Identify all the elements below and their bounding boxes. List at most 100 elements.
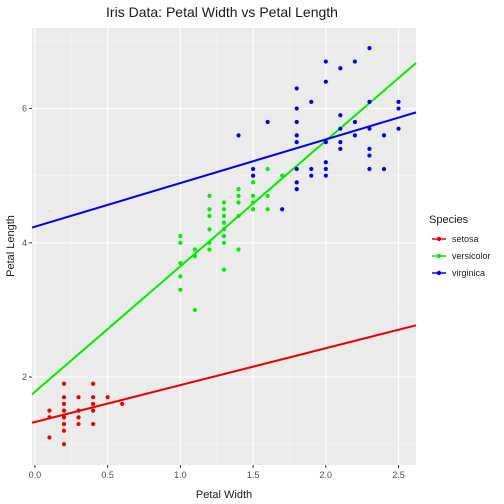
point-virginica bbox=[396, 106, 401, 111]
point-setosa bbox=[47, 415, 52, 420]
point-setosa bbox=[47, 435, 52, 440]
point-virginica bbox=[323, 160, 328, 165]
point-virginica bbox=[367, 166, 372, 172]
point-versicolor bbox=[221, 213, 227, 219]
point-versicolor bbox=[221, 207, 227, 212]
point-versicolor bbox=[265, 166, 270, 172]
y-tick-label: 4 bbox=[22, 238, 27, 248]
point-virginica bbox=[323, 166, 328, 172]
legend-label-setosa: setosa bbox=[452, 234, 479, 244]
point-setosa bbox=[90, 401, 96, 407]
plot-panel bbox=[32, 28, 416, 465]
point-versicolor bbox=[178, 233, 183, 239]
point-setosa bbox=[61, 408, 67, 413]
point-versicolor bbox=[178, 260, 183, 266]
point-versicolor bbox=[207, 240, 212, 245]
point-setosa bbox=[61, 381, 67, 386]
point-virginica bbox=[294, 140, 299, 145]
point-virginica bbox=[338, 66, 343, 71]
point-virginica bbox=[250, 173, 256, 178]
x-tick-label: 1.5 bbox=[247, 470, 260, 480]
point-versicolor bbox=[236, 200, 241, 205]
legend: Species setosa versicolor virginica bbox=[429, 214, 491, 278]
point-versicolor bbox=[192, 254, 198, 259]
point-versicolor bbox=[221, 200, 227, 205]
legend-label-virginica: virginica bbox=[452, 268, 485, 278]
point-versicolor bbox=[236, 193, 241, 198]
point-versicolor bbox=[207, 213, 212, 219]
point-versicolor bbox=[236, 187, 241, 192]
point-setosa bbox=[120, 401, 125, 407]
chart-title: Iris Data: Petal Width vs Petal Length bbox=[106, 4, 338, 20]
point-versicolor bbox=[236, 247, 241, 252]
legend-key-point-setosa bbox=[436, 236, 442, 242]
point-setosa bbox=[76, 415, 81, 420]
point-versicolor bbox=[250, 193, 256, 198]
point-virginica bbox=[294, 187, 299, 192]
point-versicolor bbox=[207, 193, 212, 198]
point-virginica bbox=[396, 126, 401, 131]
point-versicolor bbox=[236, 213, 241, 219]
point-virginica bbox=[323, 140, 328, 145]
point-versicolor bbox=[178, 240, 183, 245]
x-tick-label: 1.0 bbox=[174, 470, 187, 480]
point-versicolor bbox=[250, 200, 256, 205]
point-virginica bbox=[381, 166, 387, 172]
y-tick-label: 2 bbox=[22, 372, 27, 382]
point-virginica bbox=[381, 133, 387, 138]
point-virginica bbox=[294, 119, 299, 125]
point-setosa bbox=[90, 421, 96, 427]
legend-key-point-versicolor bbox=[436, 253, 442, 259]
point-virginica bbox=[396, 99, 401, 104]
point-versicolor bbox=[192, 307, 198, 313]
point-virginica bbox=[309, 173, 314, 178]
point-virginica bbox=[236, 133, 241, 138]
x-axis: 0.0 0.5 1.0 1.5 2.0 2.5 bbox=[29, 465, 405, 480]
point-virginica bbox=[352, 133, 358, 138]
point-virginica bbox=[352, 119, 358, 125]
point-versicolor bbox=[280, 173, 285, 178]
point-virginica bbox=[367, 126, 372, 131]
point-virginica bbox=[294, 133, 299, 138]
point-virginica bbox=[309, 166, 314, 172]
point-virginica bbox=[294, 106, 299, 111]
point-versicolor bbox=[207, 247, 212, 252]
point-versicolor bbox=[265, 193, 270, 198]
x-tick-label: 2.5 bbox=[392, 470, 405, 480]
grid-minor bbox=[32, 28, 416, 465]
point-virginica bbox=[250, 166, 256, 172]
point-setosa bbox=[61, 401, 67, 407]
point-virginica bbox=[367, 46, 372, 51]
point-setosa bbox=[61, 395, 67, 400]
legend-label-versicolor: versicolor bbox=[452, 251, 491, 261]
point-virginica bbox=[294, 86, 299, 91]
point-setosa bbox=[90, 395, 96, 400]
point-versicolor bbox=[178, 287, 183, 292]
point-virginica bbox=[294, 180, 299, 185]
point-virginica bbox=[323, 59, 328, 64]
point-versicolor bbox=[250, 180, 256, 185]
point-versicolor bbox=[265, 207, 270, 212]
point-versicolor bbox=[207, 227, 212, 232]
point-setosa bbox=[61, 442, 67, 447]
point-versicolor bbox=[221, 267, 227, 272]
x-axis-title: Petal Width bbox=[196, 489, 252, 501]
point-versicolor bbox=[178, 274, 183, 279]
point-virginica bbox=[265, 119, 270, 125]
x-tick-label: 0.5 bbox=[101, 470, 114, 480]
point-versicolor bbox=[192, 247, 198, 252]
point-virginica bbox=[352, 59, 358, 64]
y-tick-label: 6 bbox=[22, 104, 27, 114]
point-versicolor bbox=[250, 207, 256, 212]
point-virginica bbox=[280, 207, 285, 212]
data-points bbox=[47, 46, 401, 447]
point-setosa bbox=[61, 415, 67, 420]
point-virginica bbox=[338, 140, 343, 145]
point-virginica bbox=[323, 79, 328, 84]
point-setosa bbox=[90, 408, 96, 413]
point-versicolor bbox=[221, 233, 227, 239]
legend-key-point-virginica bbox=[436, 270, 442, 276]
point-setosa bbox=[76, 395, 81, 400]
y-axis: 2 4 6 bbox=[22, 104, 32, 382]
